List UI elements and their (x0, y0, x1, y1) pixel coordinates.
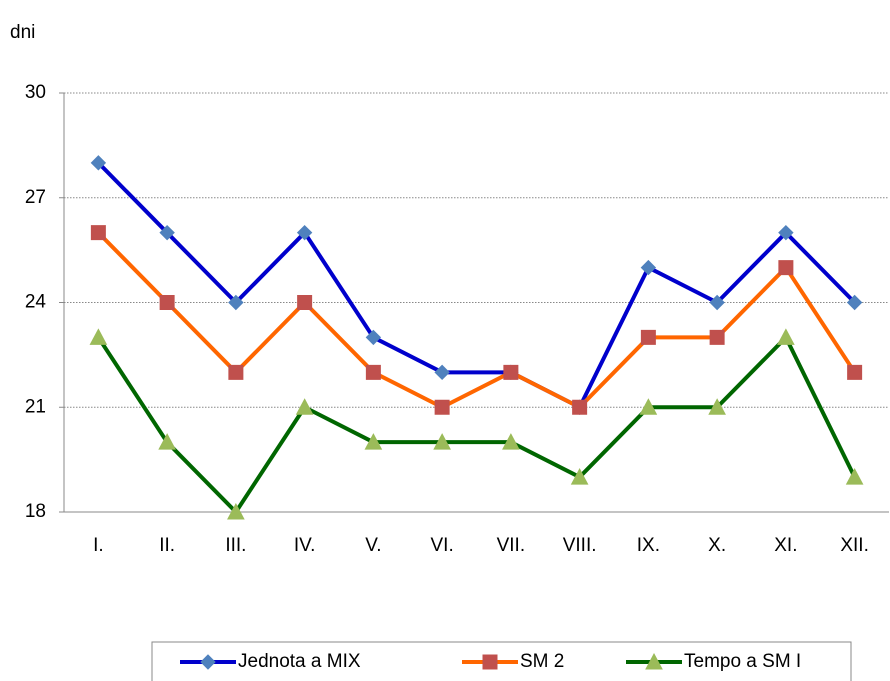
data-point (846, 294, 863, 311)
data-point (228, 364, 244, 380)
y-tick-label: 30 (25, 82, 46, 103)
y-tick-label: 21 (25, 396, 46, 417)
x-tick-label: VI. (431, 535, 454, 556)
data-point (778, 260, 794, 276)
y-tick-label: 24 (25, 292, 47, 313)
data-point (502, 433, 520, 450)
data-point (89, 328, 108, 345)
x-tick-label: VII. (497, 535, 526, 556)
series-line (96, 161, 857, 410)
data-point (847, 364, 863, 380)
data-point (434, 364, 450, 381)
legend-marker (482, 654, 498, 670)
data-point (777, 328, 795, 345)
legend-marker (645, 652, 663, 670)
data-point (159, 295, 175, 310)
data-point (640, 259, 657, 276)
x-tick-label: V. (365, 535, 381, 556)
x-tick-label: X. (708, 535, 726, 556)
legend-label: Tempo a SM I (684, 651, 801, 672)
data-point (228, 294, 244, 311)
data-point (295, 398, 314, 415)
legend-label: SM 2 (520, 651, 564, 672)
data-point (709, 294, 725, 311)
x-tick-label: XII. (840, 535, 869, 556)
series-line (96, 335, 857, 514)
data-point (158, 433, 176, 450)
data-point (640, 329, 656, 345)
y-tick-label: 27 (25, 187, 46, 208)
x-tick-label: II. (159, 535, 175, 556)
y-axis-label: dni (10, 22, 35, 43)
data-point (90, 155, 107, 171)
data-point (845, 468, 864, 485)
x-tick-label: III. (225, 535, 246, 556)
data-point (708, 398, 726, 415)
x-tick-label: I. (93, 535, 104, 556)
data-point (434, 399, 450, 415)
x-tick-label: IX. (637, 535, 660, 556)
legend-label: Jednota a MIX (238, 651, 361, 672)
legend-marker (200, 654, 216, 670)
data-point (365, 329, 382, 346)
data-point (297, 295, 313, 310)
data-point (709, 329, 725, 345)
data-point (572, 399, 588, 415)
data-point (365, 364, 381, 380)
data-point (296, 224, 313, 241)
data-point (433, 433, 451, 450)
data-point (159, 224, 175, 241)
series-line (96, 231, 857, 410)
data-point (778, 224, 794, 241)
data-point (503, 364, 519, 380)
x-tick-label: VIII. (563, 535, 597, 556)
data-point (570, 468, 589, 485)
data-point (639, 398, 658, 415)
data-point (227, 502, 245, 520)
x-tick-label: XI. (774, 535, 797, 556)
data-point (90, 225, 106, 241)
data-point (364, 433, 383, 450)
y-tick-label: 18 (25, 501, 46, 522)
x-tick-label: IV. (294, 535, 316, 556)
